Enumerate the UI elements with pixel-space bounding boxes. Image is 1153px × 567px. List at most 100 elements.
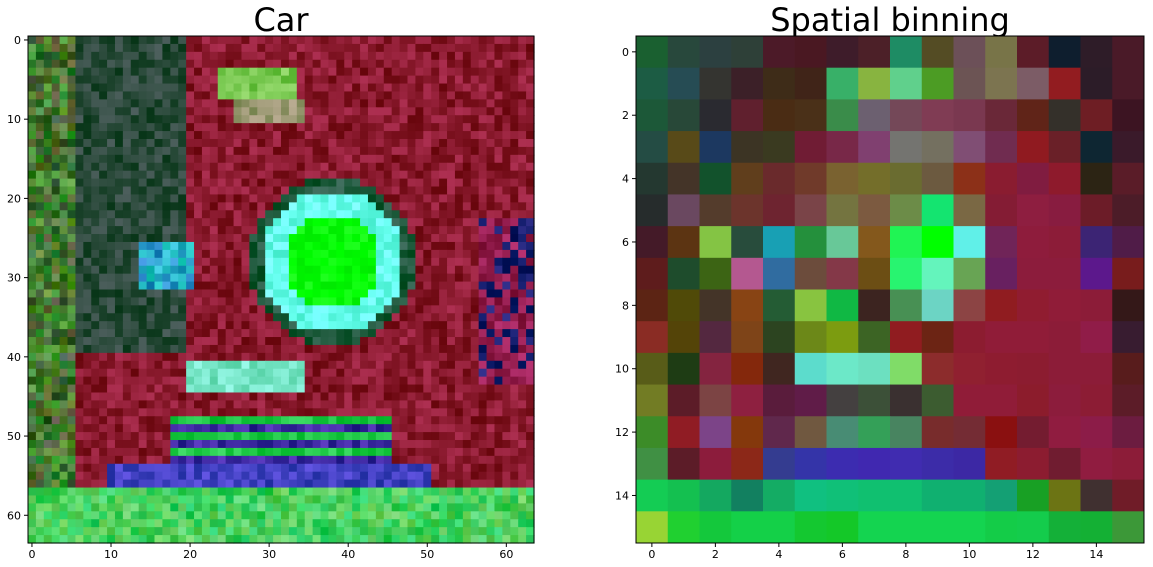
car-pixel — [281, 337, 290, 346]
car-pixel — [431, 83, 440, 93]
car-pixel — [304, 234, 314, 243]
car-pixel — [399, 51, 409, 61]
car-pixel — [28, 115, 37, 124]
car-pixel — [28, 297, 37, 306]
car-pixel — [28, 43, 37, 53]
car-pixel — [28, 424, 37, 433]
car-pixel — [447, 479, 456, 489]
car-pixel — [486, 115, 496, 124]
car-pixel — [28, 36, 37, 45]
car-pixel — [91, 408, 100, 417]
car-pixel — [170, 289, 179, 299]
binning-pixel — [636, 99, 669, 132]
car-pixel — [43, 194, 53, 203]
car-pixel — [241, 416, 250, 425]
car-pixel — [178, 226, 187, 235]
car-pixel — [526, 352, 535, 362]
car-pixel — [225, 59, 235, 69]
car-pixel — [107, 226, 116, 235]
car-pixel — [233, 178, 243, 188]
car-pixel — [423, 511, 432, 520]
car-pixel — [447, 527, 456, 536]
car-pixel — [217, 107, 227, 116]
car-pixel — [518, 503, 527, 512]
car-pixel — [296, 376, 306, 386]
car-pixel — [510, 535, 519, 544]
car-pixel — [304, 305, 314, 314]
car-pixel — [288, 352, 298, 362]
car-pixel — [194, 329, 203, 338]
car-pixel — [35, 519, 45, 528]
car-pixel — [99, 59, 108, 69]
car-pixel — [91, 519, 100, 528]
car-pixel — [312, 265, 322, 275]
car-pixel — [154, 495, 164, 504]
car-pixel — [423, 162, 432, 172]
car-pixel — [454, 194, 464, 203]
car-pixel — [59, 416, 69, 425]
car-pixel — [217, 194, 227, 203]
car-pixel — [122, 400, 132, 409]
car-pixel — [28, 511, 37, 520]
car-pixel — [130, 440, 140, 449]
car-pixel — [407, 495, 417, 504]
car-pixel — [138, 519, 148, 528]
car-pixel — [288, 424, 298, 433]
car-pixel — [43, 463, 53, 473]
car-pixel — [67, 368, 77, 378]
car-pixel — [217, 75, 227, 85]
car-pixel — [399, 297, 409, 306]
car-pixel — [249, 265, 258, 275]
car-pixel — [186, 123, 195, 132]
car-pixel — [122, 313, 132, 322]
car-pixel — [367, 43, 377, 53]
car-pixel — [447, 83, 456, 93]
binning-pixel — [667, 352, 700, 386]
car-pixel — [241, 234, 250, 243]
car-pixel — [352, 535, 361, 544]
car-pixel — [486, 107, 496, 116]
car-pixel — [83, 424, 92, 433]
binning-pixel — [953, 321, 986, 354]
car-pixel — [225, 91, 235, 100]
car-pixel — [170, 178, 179, 188]
car-pixel — [209, 440, 219, 449]
car-pixel — [454, 376, 464, 386]
binning-pixel — [794, 257, 827, 290]
car-pixel — [344, 210, 353, 219]
car-pixel — [431, 123, 440, 132]
car-pixel — [138, 503, 148, 512]
car-pixel — [462, 51, 472, 61]
car-pixel — [407, 234, 417, 243]
car-pixel — [67, 226, 77, 235]
car-pixel — [225, 503, 235, 512]
car-pixel — [107, 479, 116, 489]
car-pixel — [518, 123, 527, 132]
car-pixel — [304, 368, 314, 378]
car-pixel — [265, 257, 274, 267]
binning-pixel — [985, 257, 1018, 290]
car-pixel — [130, 146, 140, 156]
car-pixel — [312, 511, 322, 520]
car-pixel — [75, 479, 84, 489]
car-pixel — [391, 59, 401, 69]
car-pixel — [75, 305, 84, 314]
car-pixel — [43, 360, 53, 370]
binning-pixel — [921, 162, 954, 195]
car-pixel — [91, 329, 100, 338]
car-pixel — [273, 59, 282, 69]
car-pixel — [241, 376, 250, 386]
car-pixel — [526, 495, 535, 504]
car-pixel — [478, 51, 488, 61]
car-pixel — [304, 218, 314, 227]
car-pixel — [257, 273, 266, 283]
car-pixel — [415, 527, 424, 536]
car-pixel — [83, 234, 92, 243]
car-pixel — [352, 146, 361, 156]
car-pixel — [162, 337, 171, 346]
car-pixel — [312, 234, 322, 243]
car-pixel — [273, 273, 282, 283]
car-pixel — [312, 59, 322, 69]
car-pixel — [518, 162, 527, 172]
